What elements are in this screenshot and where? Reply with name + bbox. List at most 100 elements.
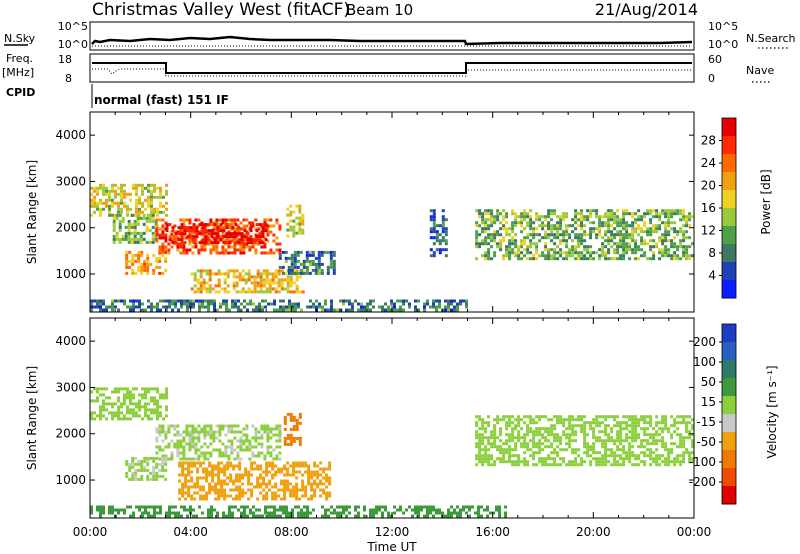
data-cell	[136, 219, 140, 223]
data-cell	[682, 236, 686, 240]
data-cell	[245, 230, 249, 234]
data-cell	[275, 454, 279, 458]
data-cell	[146, 265, 150, 269]
data-cell	[691, 433, 695, 437]
data-cell	[475, 433, 479, 437]
data-cell	[453, 299, 456, 303]
data-cell	[475, 242, 479, 246]
data-cell	[156, 417, 159, 421]
data-cell	[144, 402, 147, 406]
data-cell	[520, 215, 524, 219]
data-cell	[259, 482, 263, 486]
data-cell	[544, 254, 548, 258]
data-cell	[363, 508, 366, 512]
data-cell	[189, 302, 192, 306]
data-cell	[592, 251, 596, 255]
data-cell	[517, 418, 521, 422]
date-label: 21/Aug/2014	[595, 0, 698, 19]
data-cell	[610, 451, 614, 455]
data-cell	[147, 186, 150, 190]
data-cell	[634, 218, 638, 222]
data-cell	[258, 238, 262, 242]
data-cell	[484, 209, 488, 213]
data-cell	[616, 218, 620, 222]
data-cell	[117, 508, 120, 512]
data-cell	[661, 454, 665, 458]
data-cell	[286, 479, 290, 483]
data-cell	[181, 482, 185, 486]
data-cell	[649, 457, 653, 461]
data-cell	[99, 198, 102, 202]
data-cell	[201, 511, 204, 515]
data-cell	[262, 488, 266, 492]
data-cell	[233, 248, 237, 252]
data-cell	[125, 474, 129, 478]
data-cell	[231, 514, 234, 518]
data-cell	[167, 430, 171, 434]
data-cell	[526, 221, 530, 225]
data-cell	[168, 505, 171, 509]
data-cell	[242, 245, 246, 249]
data-cell	[601, 251, 605, 255]
data-cell	[679, 209, 683, 213]
data-cell	[595, 463, 599, 467]
data-cell	[201, 302, 204, 306]
data-cell	[292, 231, 296, 235]
power-ylabel: Slant Range [km]	[25, 160, 39, 264]
data-cell	[601, 242, 605, 246]
data-cell	[211, 287, 215, 291]
data-cell	[170, 451, 174, 455]
data-cell	[167, 251, 171, 255]
data-cell	[607, 248, 611, 252]
data-cell	[321, 514, 324, 518]
data-cell	[253, 485, 257, 489]
data-cell	[679, 460, 683, 464]
data-cell	[319, 494, 323, 498]
data-cell	[450, 514, 453, 518]
data-cell	[328, 482, 332, 486]
data-cell	[475, 463, 479, 467]
data-cell	[147, 417, 150, 421]
data-cell	[559, 457, 563, 461]
data-cell	[158, 250, 162, 254]
data-cell	[643, 230, 647, 234]
data-cell	[138, 402, 141, 406]
data-cell	[481, 439, 485, 443]
data-cell	[184, 473, 188, 477]
data-cell	[99, 183, 102, 187]
data-cell	[158, 462, 162, 466]
data-cell	[613, 439, 617, 443]
data-cell	[562, 430, 566, 434]
data-cell	[139, 240, 143, 244]
data-cell	[227, 424, 231, 428]
data-cell	[520, 245, 524, 249]
data-cell	[147, 299, 150, 303]
data-cell	[150, 387, 153, 391]
data-cell	[298, 207, 302, 211]
data-cell	[523, 242, 527, 246]
data-cell	[679, 463, 683, 467]
data-cell	[263, 242, 267, 246]
data-cell	[490, 209, 494, 213]
data-cell	[592, 257, 596, 261]
data-cell	[553, 457, 557, 461]
data-cell	[283, 482, 287, 486]
data-cell	[90, 305, 93, 309]
data-cell	[481, 212, 485, 216]
data-cell	[490, 430, 494, 434]
data-cell	[247, 269, 251, 273]
data-cell	[230, 439, 234, 443]
data-cell	[595, 209, 599, 213]
data-cell	[108, 210, 111, 214]
data-cell	[236, 224, 240, 228]
data-cell	[154, 237, 158, 241]
data-cell	[289, 204, 293, 208]
data-cell	[309, 511, 312, 515]
data-cell	[592, 430, 596, 434]
data-cell	[604, 254, 608, 258]
data-cell	[167, 457, 171, 461]
data-cell	[583, 245, 587, 249]
data-cell	[153, 210, 156, 214]
data-cell	[221, 424, 225, 428]
data-cell	[266, 433, 270, 437]
